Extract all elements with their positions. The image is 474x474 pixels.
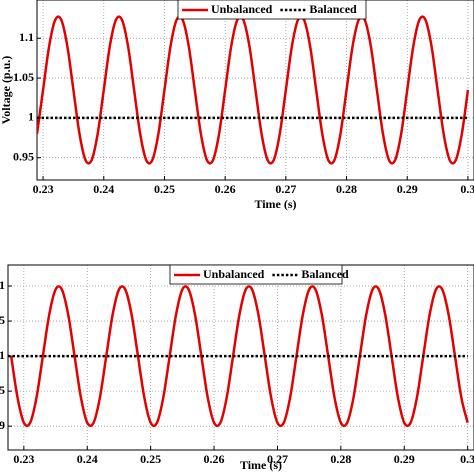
legend-label: Unbalanced <box>211 2 273 16</box>
x-tick-label: 0.23 <box>33 182 54 196</box>
subplot: 0.23 0.24 0.25 0.26 0.27 0.28 0.29 0.3 0.9 0.95 1 1… <box>0 264 474 472</box>
x-tick-label: 0.3 <box>460 452 474 466</box>
x-tick-label: 0.25 <box>154 182 175 196</box>
subplot: 0.23 0.24 0.25 0.26 0.27 0.28 0.29 0.3 0.95 1 1.05… <box>0 0 474 211</box>
x-tick-label: 0.3 <box>460 182 474 196</box>
legend-box <box>169 264 343 285</box>
x-tick-label: 0.28 <box>330 452 351 466</box>
x-tick-label: 0.24 <box>77 452 98 466</box>
y-tick-label: 1 <box>28 110 34 124</box>
y-tick-label: 1 <box>0 348 5 362</box>
x-axis-label: Time (s) <box>240 458 282 472</box>
x-tick-label: 0.23 <box>13 452 34 466</box>
legend: Unbalanced Balanced <box>177 0 367 20</box>
y-tick-label: 1.05 <box>13 70 34 84</box>
plot-lines <box>37 15 470 165</box>
y-tick-label: 0.95 <box>13 149 34 163</box>
y-tick-label: 0.95 <box>0 383 5 397</box>
x-tick-label: 0.24 <box>93 182 114 196</box>
legend: Unbalanced Balanced <box>169 264 349 285</box>
x-tick-label: 0.27 <box>275 182 296 196</box>
y-tick-label: 1.1 <box>19 30 34 44</box>
x-tick-label: 0.27 <box>267 452 288 466</box>
legend-label: Balanced <box>309 2 357 16</box>
legend-label: Balanced <box>301 267 349 281</box>
y-tick-label: 1.05 <box>0 313 5 327</box>
y-axis-label: Voltage (p.u.) <box>0 56 13 125</box>
y-tick-label: 1.1 <box>0 278 5 292</box>
plot-frame <box>36 0 474 181</box>
y-tick-label: 0.9 <box>0 418 5 432</box>
x-axis-label: Time (s) <box>254 197 296 211</box>
x-tick-label: 0.26 <box>215 182 236 196</box>
x-tick-label: 0.29 <box>397 182 418 196</box>
series-line <box>37 15 470 165</box>
x-tick-label: 0.26 <box>204 452 225 466</box>
x-tick-label: 0.28 <box>336 182 357 196</box>
x-tick-label: 0.25 <box>140 452 161 466</box>
legend-box <box>177 0 367 20</box>
legend-label: Unbalanced <box>203 267 265 281</box>
plot-lines <box>8 285 469 428</box>
x-tick-label: 0.29 <box>394 452 415 466</box>
